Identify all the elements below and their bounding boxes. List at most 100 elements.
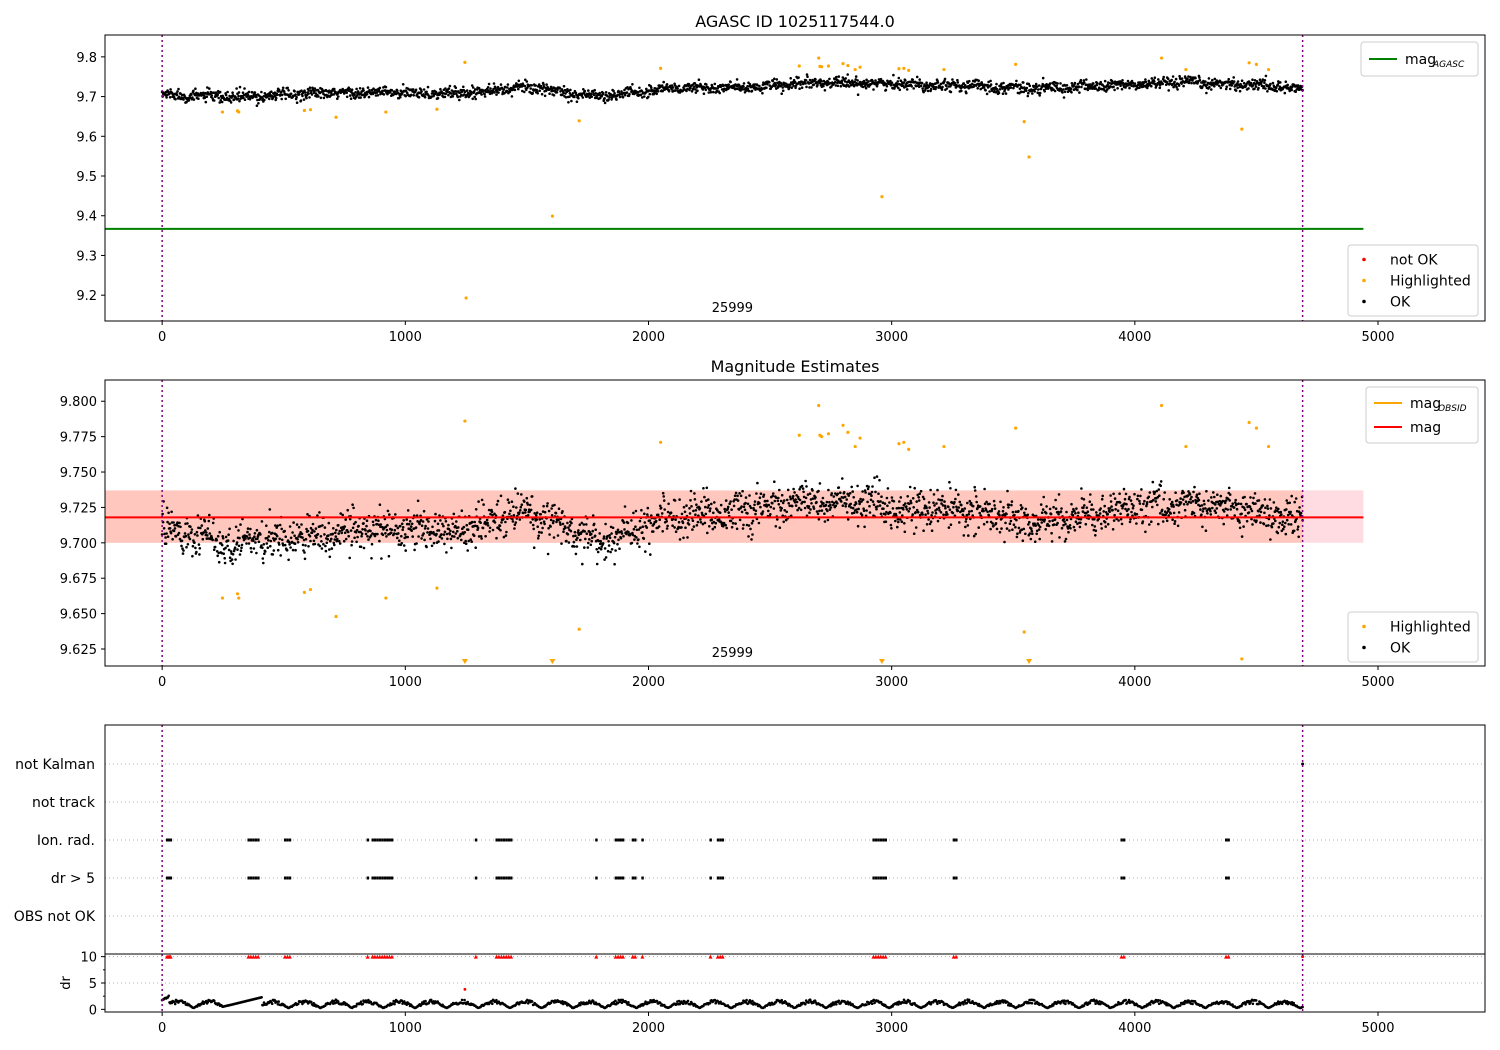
ok-point [422, 509, 426, 513]
ok-point [613, 562, 616, 566]
ok-point [486, 86, 490, 89]
ok-point [724, 499, 728, 502]
flag-marker [254, 876, 258, 880]
ok-point [217, 560, 221, 564]
ok-point [546, 552, 550, 556]
ok-point [437, 540, 440, 543]
ok-point [708, 525, 711, 528]
x-tick-label: 0 [158, 330, 166, 345]
dr-series [160, 994, 1304, 1010]
ok-point [234, 558, 237, 561]
ok-point [249, 546, 253, 550]
ok-point [1097, 86, 1101, 89]
ok-point [939, 511, 943, 514]
ok-point [1290, 88, 1293, 92]
ok-point [966, 501, 969, 505]
ok-point [1024, 507, 1028, 511]
ok-point [289, 546, 292, 549]
ok-point [1089, 493, 1092, 496]
ok-point [1175, 85, 1178, 89]
ok-point [977, 526, 980, 529]
ok-point [1103, 79, 1107, 83]
ok-point [237, 544, 241, 548]
ok-point [636, 91, 640, 94]
ok-point [747, 535, 750, 538]
ok-point [445, 551, 448, 554]
highlighted-point [577, 627, 581, 631]
ok-point [169, 88, 172, 91]
ok-point [541, 526, 544, 530]
flag-marker [288, 838, 292, 842]
ok-point [992, 499, 996, 503]
ok-point [910, 519, 913, 522]
ok-point [443, 542, 446, 546]
ok-point [1053, 89, 1057, 93]
flag-marker [390, 876, 394, 880]
ok-point [1124, 492, 1128, 496]
ok-point [619, 536, 623, 540]
ok-point [1237, 502, 1240, 506]
ok-point [1144, 80, 1148, 84]
x-tick-label: 1000 [389, 330, 422, 345]
ok-point [336, 537, 339, 541]
ok-point [442, 524, 445, 528]
ok-point [323, 526, 327, 529]
ok-point [1109, 85, 1112, 88]
ok-point [761, 83, 765, 87]
ok-point [927, 501, 931, 504]
ok-point [1070, 82, 1074, 85]
ok-point [667, 502, 670, 506]
ok-point [1240, 512, 1243, 516]
ok-point [755, 492, 758, 495]
dr-clipped-marker [883, 954, 888, 959]
ok-point [275, 534, 279, 538]
y-tick-label: 9.750 [60, 466, 97, 481]
flag-marker [884, 876, 887, 880]
ok-point [385, 535, 388, 538]
ok-point [753, 503, 756, 507]
ok-point [1210, 88, 1213, 91]
ok-point [409, 93, 413, 97]
ok-point [344, 537, 348, 541]
flag-marker [1225, 876, 1228, 880]
ok-point [278, 523, 282, 527]
ok-point [266, 546, 270, 549]
highlighted-point [907, 447, 911, 451]
ok-point [401, 83, 405, 86]
ok-point [862, 509, 866, 512]
ok-point [450, 546, 453, 550]
ok-point [514, 521, 518, 524]
ok-point [734, 522, 737, 525]
ok-point [623, 505, 627, 508]
ok-point [342, 539, 346, 543]
ok-point [1011, 510, 1015, 514]
ok-point [598, 91, 601, 95]
ok-point [1061, 91, 1064, 94]
ok-point [568, 524, 572, 527]
ok-point [1284, 80, 1288, 83]
ok-point [1038, 537, 1041, 541]
ok-point [1004, 521, 1007, 525]
panel-title-mag-estimates: Magnitude Estimates [711, 357, 880, 376]
ok-point [164, 542, 168, 545]
ok-point [941, 85, 944, 89]
ok-point [381, 89, 384, 93]
ok-point [841, 79, 844, 82]
ok-point [1219, 86, 1223, 90]
ok-point [851, 490, 854, 493]
ok-point [170, 510, 173, 514]
ok-point [543, 510, 547, 514]
ok-point [1261, 504, 1265, 507]
ok-point [1048, 519, 1051, 523]
ok-point [865, 509, 868, 512]
ok-point [1026, 513, 1030, 517]
ok-point [387, 554, 391, 558]
ok-point [874, 490, 877, 494]
ok-point [877, 492, 880, 496]
ok-point [1225, 85, 1228, 88]
ok-point [608, 96, 611, 99]
ok-point [966, 524, 970, 527]
ok-point [1019, 83, 1022, 87]
ok-point [454, 86, 458, 90]
